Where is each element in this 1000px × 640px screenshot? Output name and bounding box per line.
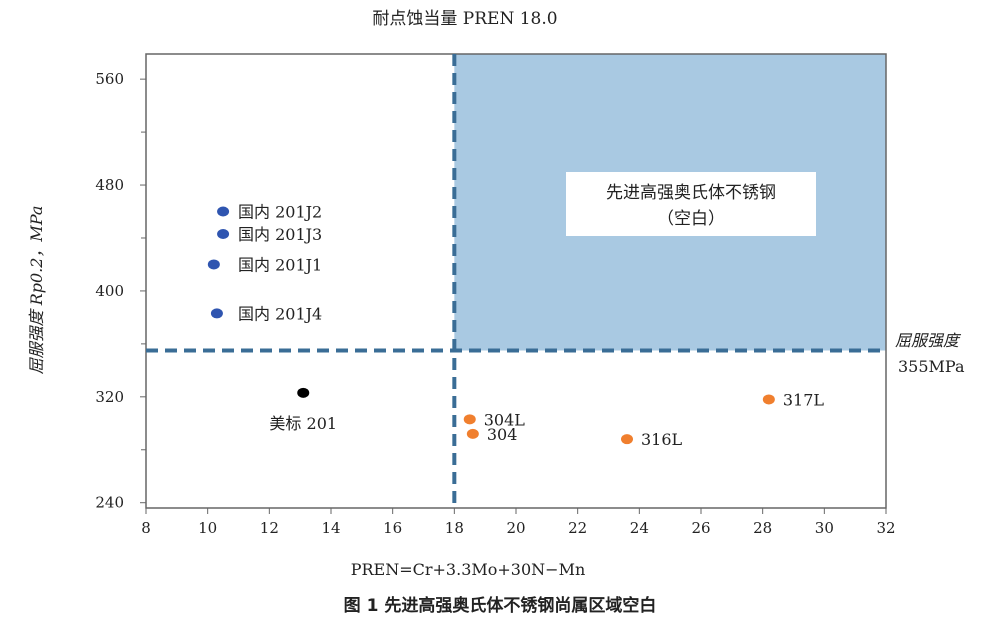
data-point — [217, 206, 230, 217]
data-point — [217, 229, 230, 240]
threshold-label-line1: 屈服强度 — [895, 331, 962, 350]
data-point — [762, 394, 775, 405]
data-point — [297, 387, 310, 398]
point-label: 316L — [641, 430, 683, 449]
data-point — [621, 434, 633, 445]
chart-title: 耐点蚀当量 PREN 18.0 — [372, 9, 557, 29]
region-label-line1: 先进高强奥氏体不锈钢 — [606, 183, 776, 203]
x-tick-label: 28 — [753, 519, 772, 537]
point-label: 美标 201 — [269, 414, 337, 433]
x-tick-label: 32 — [876, 519, 895, 537]
point-label: 国内 201J1 — [238, 255, 322, 274]
x-tick-label: 22 — [568, 519, 587, 537]
y-tick-label: 400 — [95, 282, 124, 300]
x-tick-label: 30 — [815, 519, 834, 537]
y-tick-label: 480 — [95, 176, 124, 194]
point-label: 317L — [783, 390, 825, 409]
x-tick-label: 26 — [691, 519, 710, 537]
x-tick-label: 16 — [383, 519, 402, 537]
x-tick-label: 12 — [260, 519, 279, 537]
point-label: 国内 201J4 — [238, 304, 322, 323]
point-label: 国内 201J2 — [238, 203, 322, 222]
x-tick-label: 14 — [321, 519, 340, 537]
region-label-box — [566, 172, 816, 236]
point-label: 304L — [484, 410, 526, 429]
threshold-label-line2: 355MPa — [898, 357, 965, 376]
x-tick-label: 10 — [198, 519, 217, 537]
figure-caption: 图 1 先进高强奥氏体不锈钢尚属区域空白 — [344, 595, 657, 616]
x-tick-label: 8 — [141, 519, 151, 537]
x-tick-label: 24 — [630, 519, 649, 537]
data-point — [463, 414, 476, 425]
x-axis-label: PREN=Cr+3.3Mo+30N−Mn — [351, 560, 586, 579]
point-label: 国内 201J3 — [238, 225, 322, 244]
x-tick-label: 18 — [445, 519, 464, 537]
region-label-line2: （空白） — [657, 209, 725, 229]
y-tick-label: 240 — [95, 494, 124, 512]
point-label: 304 — [487, 425, 518, 444]
y-tick-label: 560 — [95, 70, 124, 88]
data-point — [466, 428, 479, 439]
data-point — [210, 308, 223, 319]
y-tick-label: 320 — [95, 388, 124, 406]
x-tick-label: 20 — [506, 519, 525, 537]
data-point — [207, 259, 220, 270]
y-axis-label: 屈服强度 Rp0.2，MPa — [27, 206, 46, 375]
